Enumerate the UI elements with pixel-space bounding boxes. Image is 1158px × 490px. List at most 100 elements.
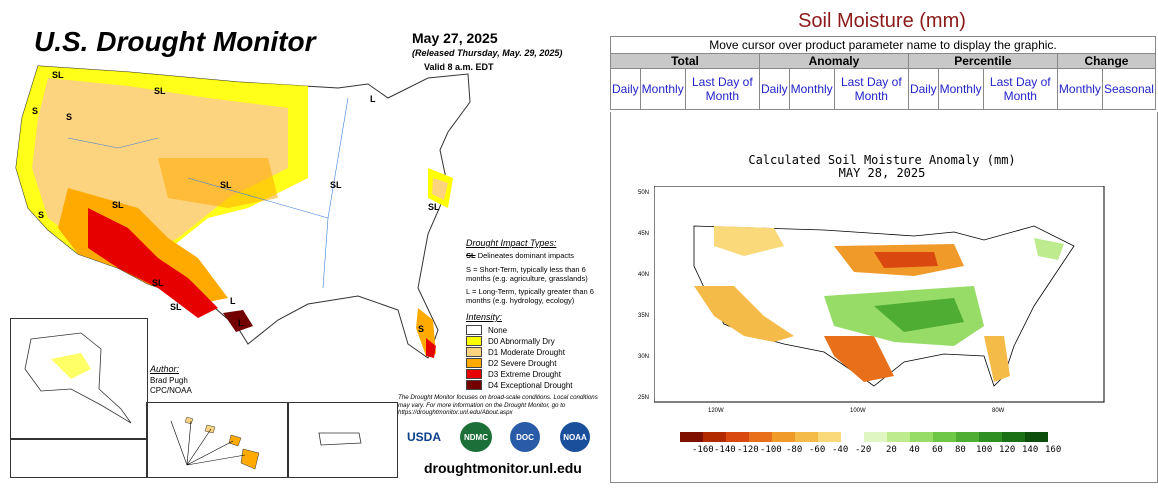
soil-moisture-map (654, 186, 1105, 403)
colorbar-swatch (864, 432, 887, 442)
group-change: Change (1056, 53, 1157, 69)
puerto-rico-inset (288, 402, 398, 478)
impact-types-title: Drought Impact Types: (466, 238, 557, 248)
release-date: (Released Thursday, May. 29, 2025) (412, 48, 563, 58)
rivers (67, 97, 349, 289)
author-org: CPC/NOAA (150, 386, 192, 395)
lon-label: 80W (992, 408, 1005, 414)
impact-short-term: S = Short-Term, typically less than 6 mo… (466, 265, 588, 283)
impact-delineates: SL Delineates dominant impacts (466, 251, 574, 260)
cb-label: -60 (809, 445, 826, 455)
legend-d4: D4 Exceptional Drought (466, 380, 573, 390)
cb-label: 20 (886, 445, 897, 455)
drought-monitor-url[interactable]: droughtmonitor.unl.edu (424, 460, 582, 476)
impact-label: S (32, 106, 38, 116)
impact-label: SL (170, 302, 182, 312)
cb-label: 140 (1022, 445, 1039, 455)
d4-texas (223, 310, 253, 332)
cb-label: 120 (999, 445, 1016, 455)
colorbar-swatch (703, 432, 726, 442)
d1-plains (158, 158, 278, 208)
lon-label: 100W (850, 408, 866, 414)
group-anomaly: Anomaly (758, 53, 909, 69)
usda-logo: USDA (406, 430, 441, 444)
colorbar-swatch (887, 432, 910, 442)
map-date: May 27, 2025 (412, 30, 498, 46)
impact-label: S (66, 112, 72, 122)
impact-long-term: L = Long-Term, typically greater than 6 … (466, 287, 594, 305)
dry-northwest (714, 226, 784, 256)
impact-label: L (238, 318, 244, 328)
impact-label: SL (220, 180, 232, 190)
link-anomaly-daily[interactable]: Daily (758, 68, 790, 110)
lat-label: 25N (638, 395, 650, 401)
lon-label: 120W (708, 408, 724, 414)
cb-label: -80 (786, 445, 803, 455)
ndmc-logo: NDMC (460, 422, 492, 452)
group-total: Total (610, 53, 760, 69)
soil-moisture-panel: Soil Moisture (mm) Move cursor over prod… (606, 0, 1158, 490)
alaska-inset (10, 318, 148, 440)
hawaii-inset (146, 402, 288, 478)
author-title: Author: (150, 364, 180, 374)
impact-label: SL (428, 202, 440, 212)
intensity-title: Intensity: (466, 312, 503, 322)
impact-label: S (418, 324, 424, 334)
lat-label: 45N (638, 231, 650, 237)
link-anomaly-last-day[interactable]: Last Day of Month (833, 68, 909, 110)
cb-label: -20 (855, 445, 872, 455)
link-anomaly-monthly[interactable]: Monthly (788, 68, 835, 110)
impact-label: L (230, 296, 236, 306)
colorbar-swatch (680, 432, 703, 442)
anomaly-chart-title: Calculated Soil Moisture Anomaly (mm) MA… (748, 153, 1016, 180)
wet-northeast (1034, 238, 1064, 260)
colorbar-swatch (772, 432, 795, 442)
legend-none: None (466, 325, 507, 335)
impact-label: SL (112, 200, 124, 210)
legend-d0: D0 Abnormally Dry (466, 336, 555, 346)
colorbar-swatch (933, 432, 956, 442)
impact-labels: SL SL S S L SL SL SL SL SL L S SL L L S … (32, 70, 440, 334)
valid-time: Valid 8 a.m. EDT (424, 62, 494, 72)
lat-label: 50N (638, 190, 650, 196)
link-total-last-day[interactable]: Last Day of Month (684, 68, 760, 110)
colorbar-swatch (1025, 432, 1048, 442)
link-percentile-last-day[interactable]: Last Day of Month (982, 68, 1058, 110)
dry-core (874, 252, 938, 268)
cb-label: 80 (955, 445, 966, 455)
link-total-monthly[interactable]: Monthly (639, 68, 686, 110)
legend-d2: D2 Severe Drought (466, 358, 556, 368)
d3-southwest (88, 208, 218, 318)
d1-northeast (432, 178, 448, 200)
colorbar-swatch (749, 432, 772, 442)
lat-label: 35N (638, 313, 650, 319)
soil-moisture-title: Soil Moisture (mm) (798, 10, 966, 32)
cb-label: -140 (714, 445, 736, 455)
conus-drought-map: SL SL S S L SL SL SL SL SL L S SL L L S … (15, 65, 471, 359)
dry-west (694, 286, 794, 342)
link-change-seasonal[interactable]: Seasonal (1101, 68, 1157, 110)
link-change-monthly[interactable]: Monthly (1056, 68, 1103, 110)
noaa-logo: NOAA (560, 422, 590, 452)
colorbar-swatch (795, 432, 818, 442)
cb-label: 60 (932, 445, 943, 455)
author-name: Brad Pugh (150, 376, 188, 385)
colorbar-swatch (841, 432, 864, 442)
lat-label: 40N (638, 272, 650, 278)
impact-label: S (38, 210, 44, 220)
drought-monitor-title: U.S. Drought Monitor (34, 26, 316, 57)
link-percentile-monthly[interactable]: Monthly (937, 68, 984, 110)
impact-label: SL (330, 180, 342, 190)
d3-florida (426, 338, 436, 358)
drought-monitor-panel: U.S. Drought Monitor May 27, 2025 (Relea… (10, 26, 598, 478)
colorbar-swatch (956, 432, 979, 442)
parameter-table: Move cursor over product parameter name … (610, 36, 1157, 110)
link-percentile-daily[interactable]: Daily (907, 68, 939, 110)
lat-label: 30N (638, 354, 650, 360)
hover-hint: Move cursor over product parameter name … (610, 36, 1156, 54)
cb-label: -100 (760, 445, 782, 455)
footnote: The Drought Monitor focuses on broad-sca… (398, 394, 598, 417)
colorbar-swatch (726, 432, 749, 442)
link-total-daily[interactable]: Daily (610, 68, 641, 110)
impact-label: SL (152, 278, 164, 288)
